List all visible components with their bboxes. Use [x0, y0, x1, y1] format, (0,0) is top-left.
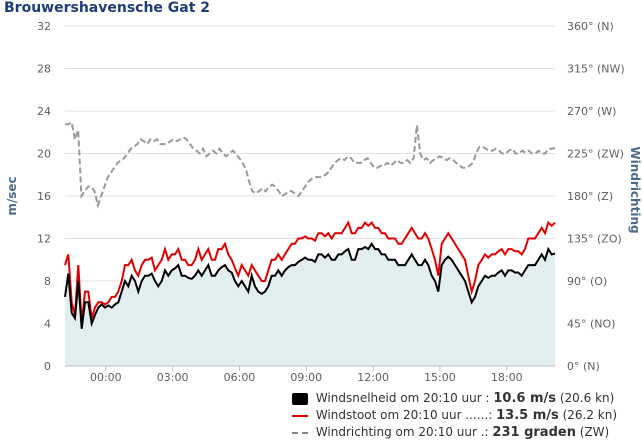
legend: Windsnelheid om 20:10 uur : 10.6 m/s (20… [292, 390, 637, 441]
direction-line [65, 120, 556, 209]
legend-value: 10.6 m/s [493, 391, 557, 406]
x-tick-label: 15:00 [424, 371, 456, 384]
y-tick-label: 8 [44, 275, 51, 288]
legend-secondary: (20.6 kn) [559, 391, 615, 405]
legend-item-gust[interactable]: Windstoot om 20:10 uur ......: 13.5 m/s … [292, 407, 637, 424]
y2-tick-label: 270° (W) [567, 105, 616, 118]
y2-tick-label: 45° (NO) [567, 318, 615, 331]
y-tick-label: 12 [37, 233, 51, 246]
y2-tick-label: 90° (O) [567, 275, 607, 288]
left-axis-ticks: 0 4 8 12 16 20 24 28 32 [37, 20, 51, 373]
x-tick-label: 18:00 [491, 371, 523, 384]
y-tick-label: 0 [44, 360, 51, 373]
x-tick-label: 09:00 [290, 371, 322, 384]
x-tick-label: 06:00 [224, 371, 256, 384]
y2-axis-title: Windrichting [628, 146, 642, 233]
legend-item-direction[interactable]: Windrichting om 20:10 uur .: 231 graden … [292, 424, 637, 441]
y-tick-label: 32 [37, 20, 51, 33]
x-tick-label: 03:00 [157, 371, 189, 384]
legend-item-wind[interactable]: Windsnelheid om 20:10 uur : 10.6 m/s (20… [292, 390, 637, 407]
gust-series [64, 220, 556, 324]
y-tick-label: 28 [37, 63, 51, 76]
y-tick-label: 16 [37, 190, 51, 203]
y-tick-label: 4 [44, 318, 51, 331]
y2-tick-label: 0° (N) [567, 360, 600, 373]
y-tick-label: 24 [37, 105, 51, 118]
legend-value: 231 graden [492, 425, 576, 440]
legend-label: Windsnelheid om 20:10 uur : [315, 391, 490, 405]
x-tick-label: 12:00 [357, 371, 389, 384]
y-tick-label: 20 [37, 148, 51, 161]
legend-value: 13.5 m/s [496, 408, 559, 423]
chart-title: Brouwershavensche Gat 2 [4, 0, 211, 16]
legend-label: Windstoot om 20:10 uur ......: [315, 408, 493, 422]
y-axis-title: m/sec [5, 176, 19, 215]
y2-tick-label: 315° (NW) [567, 63, 625, 76]
gust-line [64, 220, 556, 324]
wind-line [64, 241, 556, 329]
wind-area [65, 243, 555, 366]
wind-area-fill [65, 243, 555, 366]
y2-tick-label: 225° (ZW) [567, 148, 624, 161]
y2-tick-label: 135° (ZO) [567, 233, 622, 246]
direction-series [65, 120, 556, 209]
gust-swatch-icon [292, 414, 308, 417]
legend-label: Windrichting om 20:10 uur .: [315, 425, 489, 439]
legend-secondary: (ZW) [579, 425, 610, 439]
direction-swatch-icon [292, 431, 308, 434]
y2-tick-label: 180° (Z) [567, 190, 613, 203]
y2-tick-label: 360° (N) [567, 20, 614, 33]
x-tick-label: 00:00 [90, 371, 122, 384]
right-axis-ticks: 0° (N) 45° (NO) 90° (O) 135° (ZO) 180° (Z) 22… [567, 20, 625, 373]
wind-swatch-icon [292, 392, 308, 405]
legend-secondary: (26.2 kn) [562, 408, 618, 422]
x-axis-ticks: 00:00 03:00 06:00 09:00 12:00 15:00 18:00 [65, 365, 555, 384]
wind-series [64, 241, 556, 329]
